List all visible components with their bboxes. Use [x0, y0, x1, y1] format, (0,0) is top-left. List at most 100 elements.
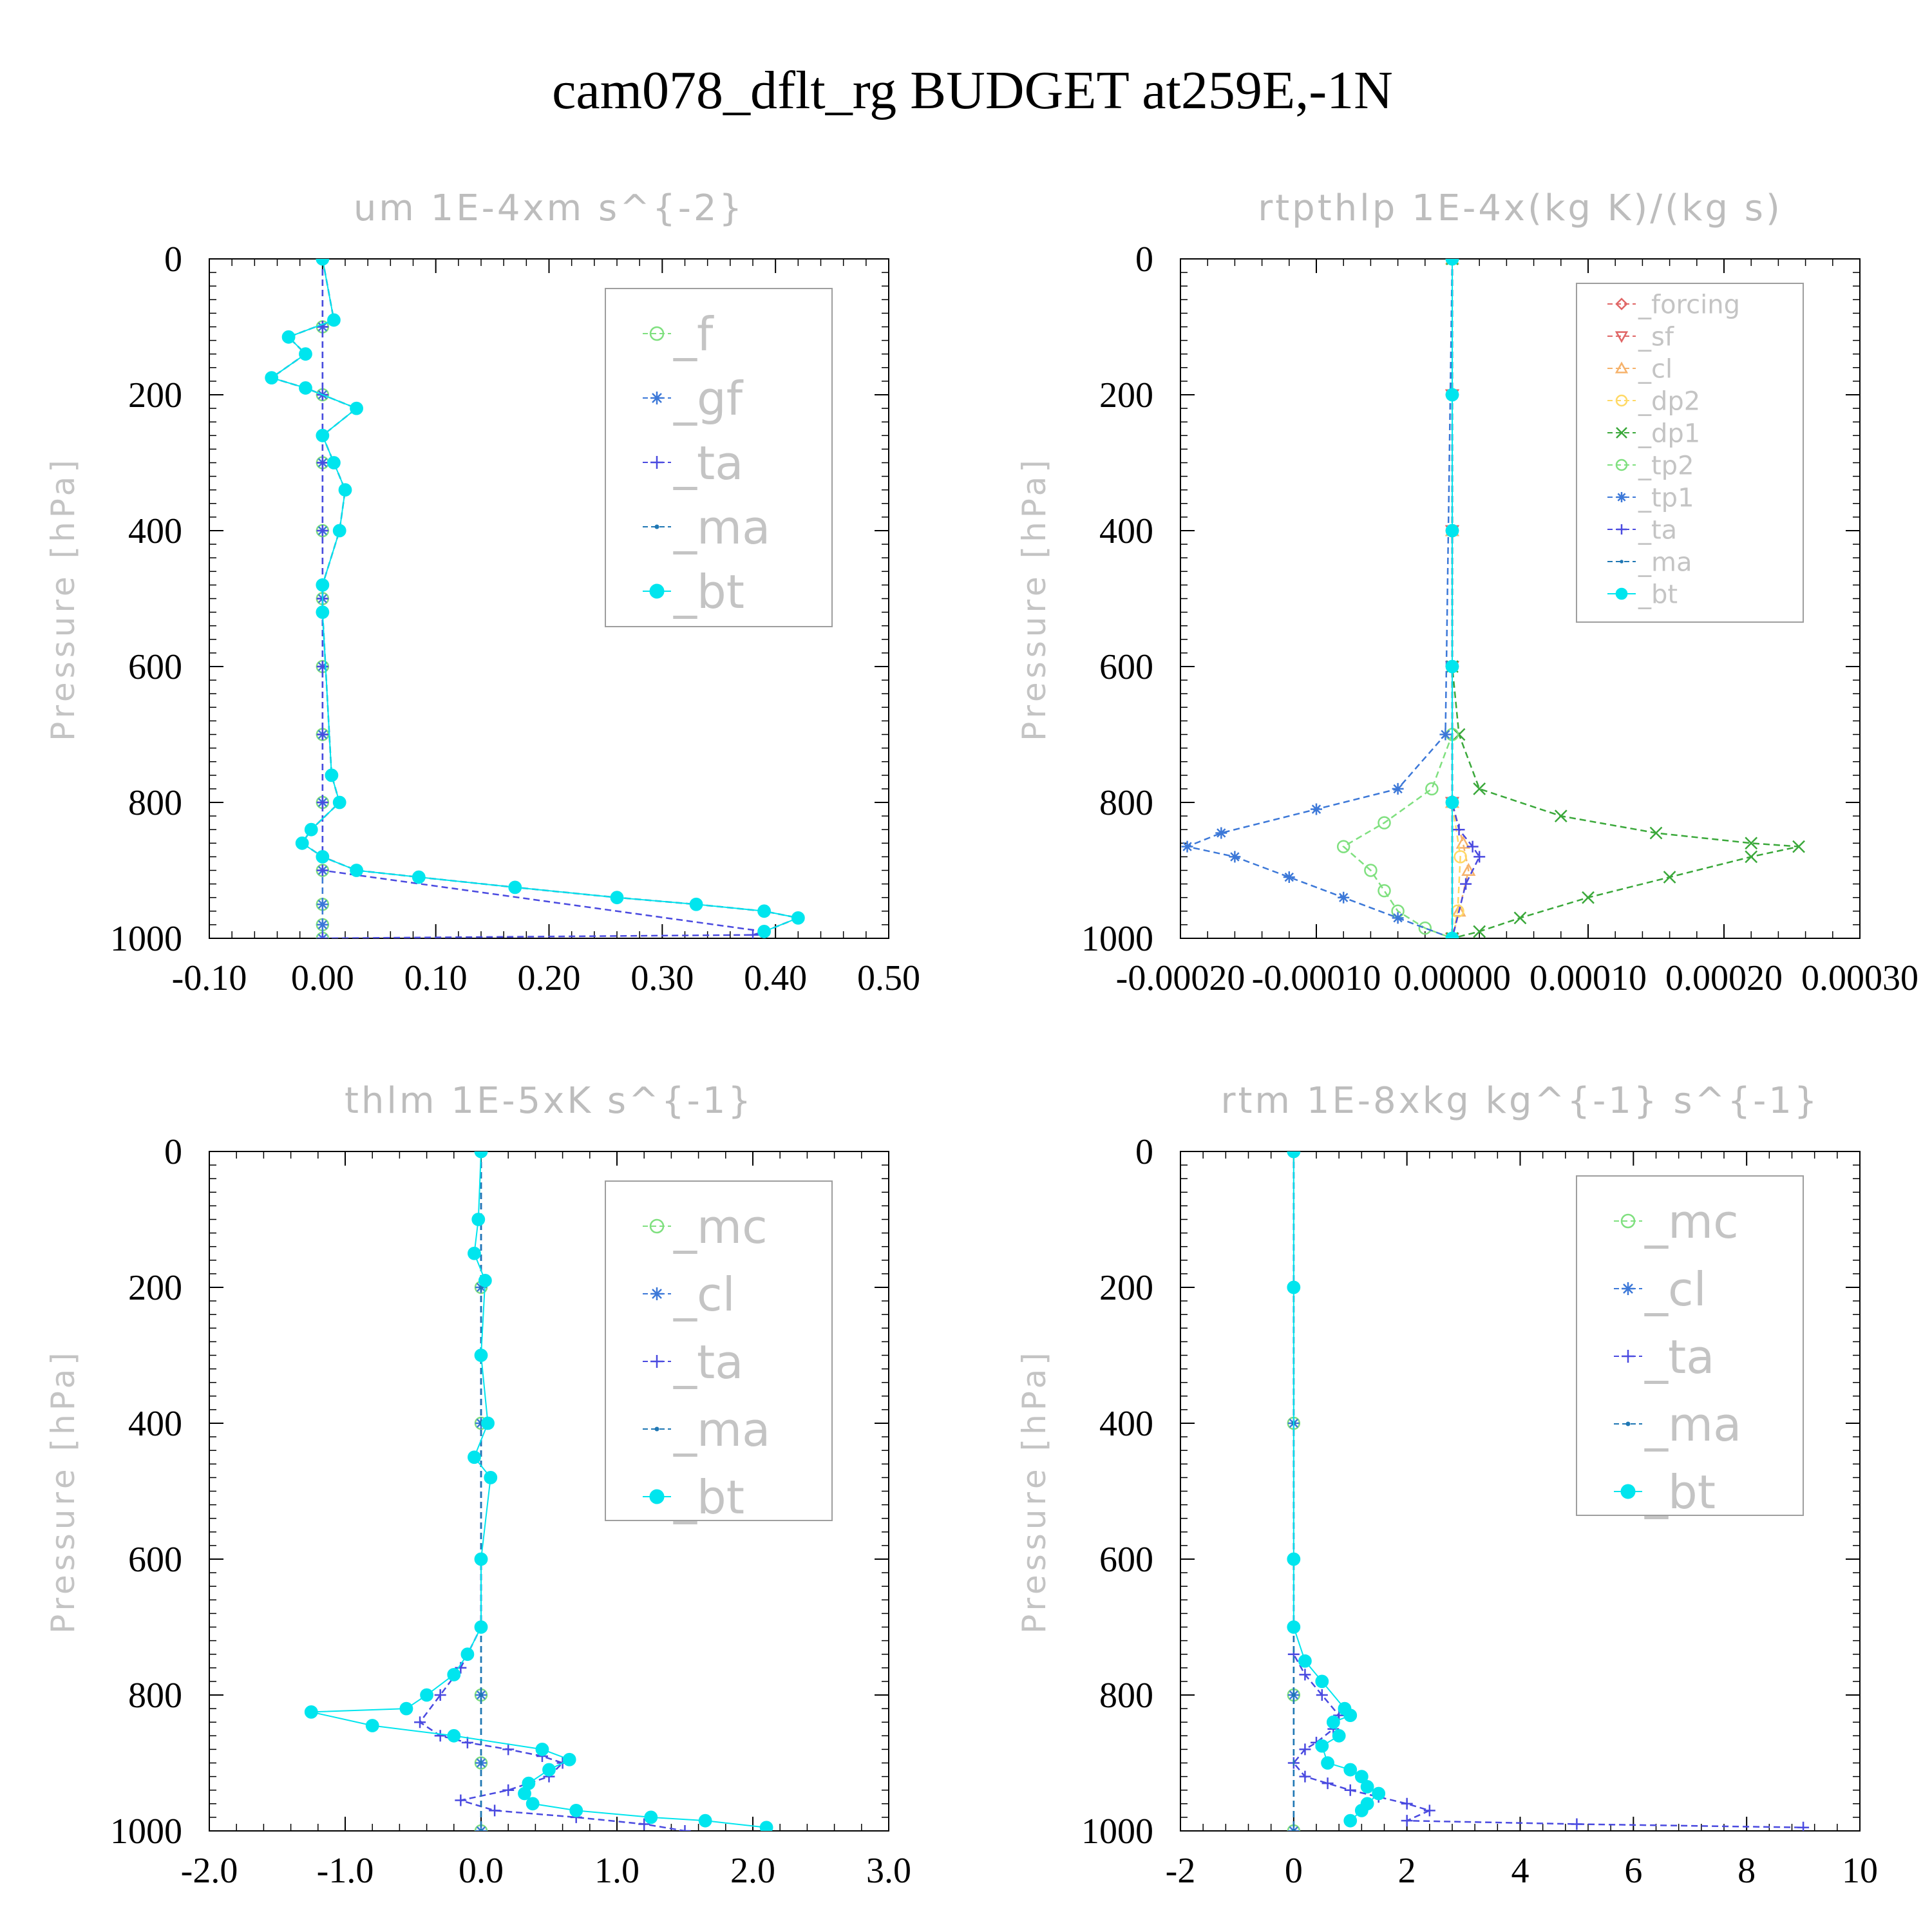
legend-label: _cl — [1638, 354, 1672, 384]
series-point-dp1 — [1473, 782, 1486, 795]
series-point-bt — [1354, 1770, 1368, 1784]
legend-marker — [1615, 298, 1628, 310]
legend-label: _forcing — [1638, 290, 1740, 319]
legend-marker — [1616, 427, 1627, 439]
y-tick-label: 1000 — [110, 1812, 182, 1852]
y-tick-label: 200 — [128, 1268, 182, 1308]
series-point-ta — [316, 797, 328, 808]
series-point-bt — [316, 850, 330, 864]
legend-label: _bt — [1638, 580, 1678, 609]
series-point-dp1 — [1792, 840, 1805, 853]
series-point-ta — [502, 1784, 515, 1796]
series-point-bt — [304, 1705, 318, 1719]
series-point-ta — [1401, 1815, 1413, 1827]
series-point-bt — [1315, 1739, 1329, 1753]
series-point-dp2 — [1454, 850, 1467, 864]
series-point-bt — [1343, 1709, 1358, 1723]
panel-title: rtpthlp 1E-4x(kg K)/(kg s) — [1258, 187, 1783, 229]
series-point-ta — [1299, 1669, 1311, 1681]
series-point-ta — [1299, 1770, 1311, 1783]
legend-label: _dp1 — [1638, 419, 1700, 448]
series-point-dp1 — [1582, 891, 1595, 904]
legend-marker — [654, 524, 659, 529]
series-point-bt — [478, 1274, 492, 1287]
y-tick-label: 800 — [1099, 1676, 1153, 1716]
x-tick-label: 0.10 — [404, 958, 468, 998]
series-point-ta — [434, 1689, 446, 1701]
series-point-bt — [1287, 1151, 1301, 1159]
series-point-bt — [295, 836, 309, 850]
series-point-ta — [1466, 840, 1479, 853]
series-point-bt — [460, 1647, 475, 1662]
series-point-bt — [447, 1667, 461, 1681]
series-point-bt — [327, 456, 341, 469]
series-point-bt — [518, 1786, 531, 1801]
panel-3: thlm 1E-5xK s^{-1} Pressure [hPa] -2.0 -1.0… — [44, 1080, 911, 1891]
x-tick-label: 0.00 — [291, 958, 354, 998]
series-point-ta — [1453, 824, 1465, 836]
series-point-bt — [484, 1471, 498, 1484]
series-point-bt — [316, 605, 330, 619]
series-point-bt — [325, 768, 339, 782]
series-point-bt — [1321, 1756, 1334, 1770]
series-point-bt — [610, 891, 624, 905]
series-point-bt — [316, 428, 330, 442]
series-point-bt — [265, 371, 279, 385]
series-point-bt — [474, 1552, 488, 1566]
series-point-ta — [1423, 1804, 1435, 1817]
legend-marker — [650, 392, 663, 404]
legend-label: _cl — [673, 1267, 735, 1321]
series-line-ta — [1293, 1151, 1804, 1828]
series-point-ta — [1316, 1689, 1328, 1701]
series-point-ta — [414, 1716, 426, 1728]
series-point-ma — [1291, 1692, 1296, 1698]
series-point-bt — [468, 1246, 481, 1260]
legend-label: _cl — [1644, 1262, 1707, 1316]
series-point-bt — [535, 1743, 549, 1756]
x-tick-label: 0.50 — [857, 958, 920, 998]
series-point-bt — [1445, 931, 1459, 938]
series-point-tp2 — [1364, 864, 1378, 877]
legend-box — [1576, 1175, 1804, 1516]
series-point-ta — [489, 1804, 501, 1817]
y-tick-label: 400 — [128, 1404, 182, 1444]
series-point-gf — [316, 918, 328, 931]
x-tick-label: 6 — [1624, 1851, 1642, 1891]
x-tick-label: 0.00020 — [1665, 958, 1783, 998]
series-line-tp2 — [1342, 259, 1454, 938]
series-point-ta — [679, 1825, 691, 1831]
y-tick-label: 200 — [1099, 375, 1153, 415]
y-tick-label: 600 — [1099, 647, 1153, 687]
series-point-dp1 — [1513, 911, 1527, 925]
series-point-bt — [474, 1349, 488, 1362]
series-point-tp1 — [1283, 871, 1295, 884]
legend-label: _tp2 — [1638, 451, 1694, 480]
series-point-bt — [1445, 388, 1459, 402]
x-tick-label: 3.0 — [866, 1851, 911, 1891]
legend-label: _mc — [1644, 1195, 1739, 1249]
series-point-bt — [299, 381, 312, 395]
y-tick-label: 400 — [1099, 1404, 1153, 1444]
series-point-tp1 — [1215, 827, 1227, 839]
series-point-bt — [1287, 1620, 1301, 1634]
legend-marker — [1615, 394, 1628, 407]
legend-label: _ta — [1638, 515, 1677, 545]
series-point-bt — [1343, 1763, 1358, 1777]
legend-marker — [649, 1489, 665, 1504]
series-point-tp1 — [1439, 728, 1452, 741]
series-point-bt — [316, 259, 330, 266]
y-tick-label: 800 — [128, 1676, 182, 1716]
panel-2: rtpthlp 1E-4x(kg K)/(kg s) Pressure [hPa]… — [1016, 187, 1918, 998]
series-point-tp2 — [1378, 884, 1391, 898]
series-point-bt — [316, 578, 330, 592]
legend-marker — [1622, 1350, 1634, 1363]
legend-label: _ta — [673, 436, 743, 490]
y-tick-label: 200 — [1099, 1268, 1153, 1308]
series-point-ta — [1321, 1777, 1334, 1790]
legend-label: _dp2 — [1638, 386, 1700, 416]
legend-box — [605, 1180, 833, 1521]
legend-marker — [1625, 1421, 1631, 1426]
series-point-bt — [332, 524, 346, 538]
y-axis-label: Pressure [hPa] — [44, 1349, 82, 1634]
series-point-tp1 — [1392, 912, 1404, 924]
